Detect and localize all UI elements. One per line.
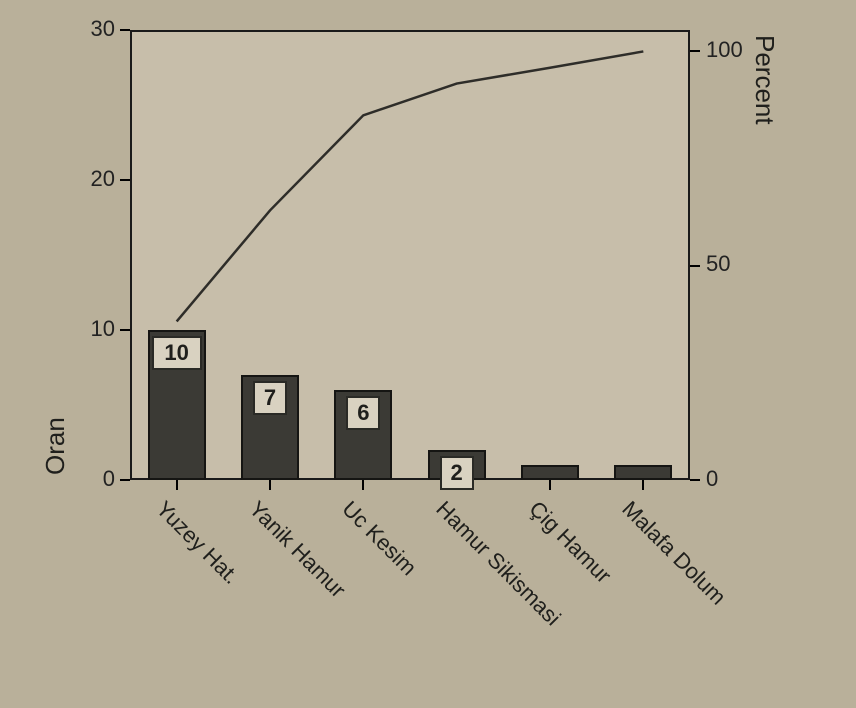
y1-axis-title: Oran — [40, 417, 71, 475]
cumulative-line-path — [177, 51, 644, 321]
y2-axis-title: Percent — [749, 35, 780, 125]
cumulative-line — [0, 0, 856, 708]
pareto-chart-page: { "chart": { "type": "pareto", "backgrou… — [0, 0, 856, 708]
